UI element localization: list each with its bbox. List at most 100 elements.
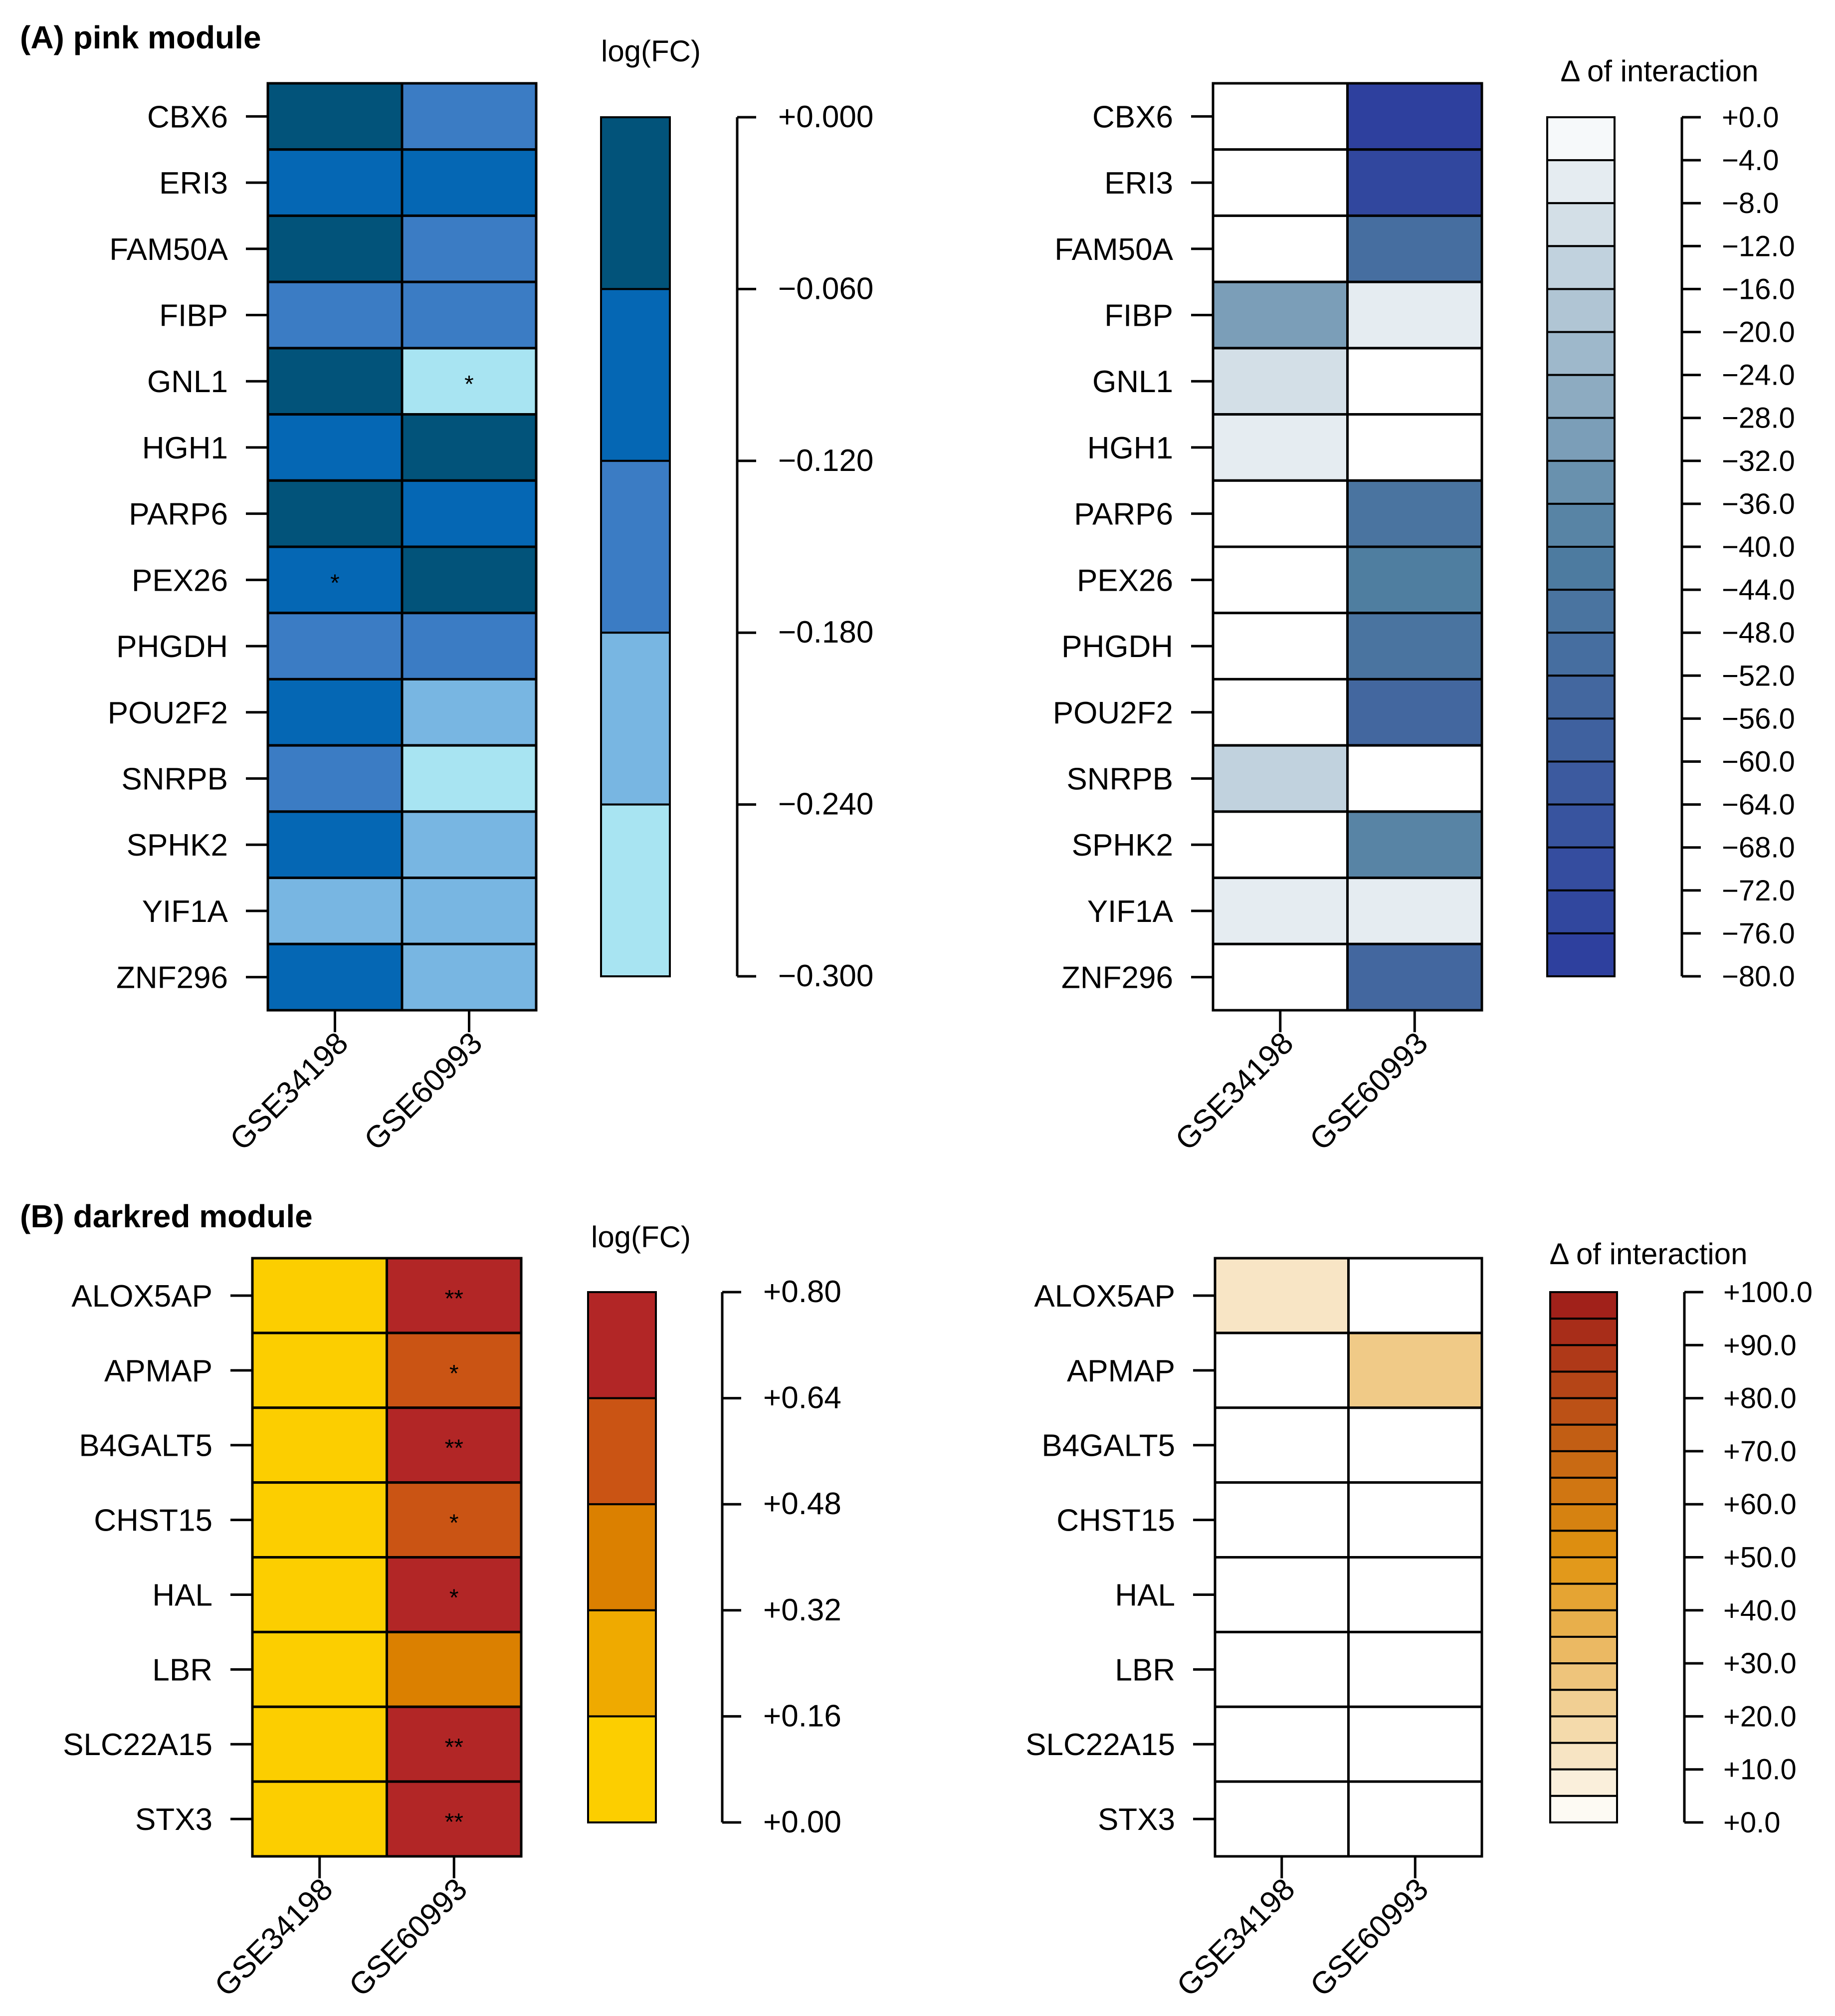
legend-tick-label: −0.240: [778, 787, 873, 822]
heatmap-cell: [1347, 1780, 1483, 1858]
heatmap-cell: [1212, 612, 1349, 680]
heatmap-cell: [1214, 1481, 1350, 1559]
heatmap-cell: [1214, 1257, 1350, 1335]
row-label: FAM50A: [1054, 232, 1173, 267]
heatmap-cell: [1346, 744, 1483, 813]
heatmap-cell: [1212, 214, 1349, 283]
heatmap-cell: [1212, 413, 1349, 482]
row-label: PEX26: [132, 563, 228, 598]
legend-tick-label: −40.0: [1722, 531, 1795, 563]
row-label: ZNF296: [116, 961, 228, 995]
legend-tick-label: −48.0: [1722, 617, 1795, 649]
row-label: PEX26: [1077, 563, 1173, 598]
significance-mark: *: [464, 371, 474, 398]
row-label: ZNF296: [1061, 961, 1173, 995]
legend-swatch: [1549, 1582, 1618, 1611]
heatmap-a-interaction: CBX6 ERI3 FAM50A FIBP GNL1 HGH1 PARP6 PEX26 PHGD…: [1053, 54, 1795, 1157]
legend-tick-label: +10.0: [1723, 1754, 1797, 1786]
heatmap-cell: [1347, 1257, 1483, 1335]
heatmap-b-interaction: ALOX5AP APMAP B4GALT5 CHST15 HAL LBR SLC22A15 S…: [1025, 1237, 1813, 2003]
significance-mark: *: [449, 1584, 459, 1611]
legend-swatch: [1549, 1556, 1618, 1585]
row-label: SPHK2: [127, 828, 228, 863]
significance-mark: *: [330, 570, 340, 596]
row-label: FAM50A: [109, 232, 228, 267]
legend-title: Δ of interaction: [1550, 1237, 1748, 1271]
significance-mark: **: [445, 1435, 463, 1462]
heatmap-cell: [251, 1406, 388, 1484]
legend-tick-label: −72.0: [1722, 875, 1795, 907]
heatmap-cell: [1212, 744, 1349, 813]
heatmap-cell: [386, 1780, 523, 1858]
heatmap-cell: [1214, 1705, 1350, 1783]
row-label: HGH1: [142, 431, 228, 465]
heatmap-cell: [1212, 82, 1349, 151]
legend-swatch: [1549, 1397, 1618, 1426]
legend-swatch: [1549, 1635, 1618, 1665]
legend-swatch: [1549, 1344, 1618, 1373]
heatmap-cell: [401, 677, 538, 747]
legend-title: log(FC): [601, 34, 701, 68]
legend-tick-label: +100.0: [1723, 1276, 1813, 1309]
legend-tick-label: −56.0: [1722, 702, 1795, 735]
column-label: GSE34198: [223, 1026, 355, 1157]
row-label: SLC22A15: [63, 1728, 212, 1762]
legend-tick-label: +0.48: [763, 1487, 841, 1521]
heatmap-cell: [386, 1332, 523, 1409]
heatmap-b-logfc: ***********ALOX5APAPMAPB4GALT5CHST15HALL…: [63, 1220, 841, 2003]
row-label: CBX6: [147, 100, 228, 134]
legend-tick-label: −8.0: [1722, 187, 1779, 220]
heatmap-cell: [1346, 280, 1483, 350]
legend-swatch: [1546, 846, 1616, 892]
legend-swatch: [1546, 760, 1616, 806]
legend-tick-label: +0.80: [763, 1275, 841, 1309]
legend-swatch: [600, 116, 671, 290]
legend-swatch: [1549, 1423, 1618, 1452]
legend-tick-label: −36.0: [1722, 488, 1795, 520]
legend-swatch: [1549, 1450, 1618, 1479]
legend-tick-label: +0.000: [778, 100, 873, 134]
legend-swatch: [600, 288, 671, 462]
row-label: LBR: [152, 1653, 212, 1687]
heatmap-cell: [401, 82, 538, 151]
legend-tick-label: +0.16: [763, 1699, 841, 1733]
legend-swatch: [1549, 1370, 1618, 1399]
legend-swatch: [1549, 1291, 1618, 1320]
legend-tick-label: −68.0: [1722, 832, 1795, 864]
heatmap-cell: [1214, 1780, 1350, 1858]
significance-mark: *: [449, 1510, 459, 1537]
heatmap-cell: [266, 942, 404, 1012]
legend-swatch: [1546, 202, 1616, 247]
legend-swatch: [1549, 1503, 1618, 1532]
legend-swatch: [1546, 417, 1616, 462]
heatmap-cell: [401, 280, 538, 350]
legend-tick-label: −0.120: [778, 444, 873, 478]
heatmap-cell: [1346, 612, 1483, 680]
row-label: LBR: [1115, 1653, 1175, 1687]
legend-tick-label: +20.0: [1723, 1700, 1797, 1733]
legend-tick-label: −64.0: [1722, 789, 1795, 821]
panel-a-title: (A) pink module: [20, 19, 261, 55]
row-label: ERI3: [159, 166, 228, 201]
legend-swatch: [1549, 1742, 1618, 1771]
significance-mark: **: [445, 1809, 463, 1835]
heatmap-cell: [1346, 413, 1483, 482]
heatmap-cell: [401, 877, 538, 945]
column-label: GSE60993: [1303, 1026, 1434, 1157]
legend-tick-label: −52.0: [1722, 660, 1795, 692]
legend-tick-label: +0.0: [1723, 1806, 1781, 1839]
heatmap-cell: [266, 280, 404, 350]
heatmap-cell: [1212, 677, 1349, 747]
legend-swatch: [1549, 1530, 1618, 1559]
panel-b-title: (B) darkred module: [20, 1198, 313, 1234]
row-label: SPHK2: [1072, 828, 1173, 863]
row-label: ALOX5AP: [71, 1279, 212, 1314]
heatmap-cell: [1346, 479, 1483, 548]
legend-swatch: [1549, 1477, 1618, 1506]
heatmap-cell: [251, 1556, 388, 1633]
heatmap-cell: [1214, 1406, 1350, 1484]
heatmap-cell: [266, 545, 404, 615]
legend-tick-label: +70.0: [1723, 1435, 1797, 1468]
legend-tick-label: −80.0: [1722, 960, 1795, 993]
